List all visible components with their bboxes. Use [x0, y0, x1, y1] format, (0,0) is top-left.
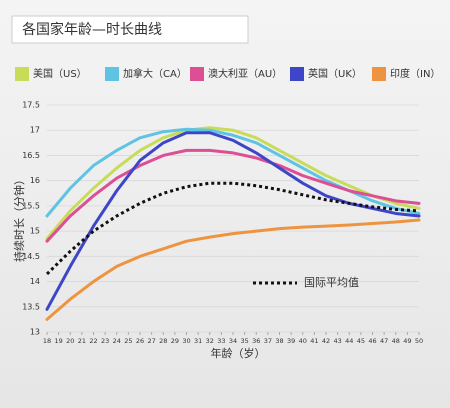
- legend-label: 印度（IN）: [390, 67, 440, 80]
- chart-title: 各国家年龄—时长曲线: [22, 21, 162, 38]
- legend-label: 英国（UK）: [308, 67, 362, 80]
- x-axis-label: 年龄（岁）: [211, 346, 266, 360]
- x-tick-label: 30: [182, 337, 190, 345]
- x-tick-label: 48: [392, 337, 400, 345]
- x-tick-label: 26: [136, 337, 144, 345]
- line-series: [45, 131, 421, 311]
- x-tick-label: 32: [206, 337, 214, 345]
- x-tick-label: 21: [78, 337, 86, 345]
- x-tick-label: 46: [368, 337, 376, 345]
- x-tick-label: 27: [147, 337, 155, 345]
- x-tick-label: 25: [124, 337, 132, 345]
- y-tick-label: 17: [30, 126, 40, 135]
- y-tick-label: 13: [30, 328, 40, 337]
- x-tick-label: 41: [310, 337, 318, 345]
- x-tick-label: 44: [345, 337, 353, 345]
- y-tick-label: 15: [30, 227, 40, 236]
- x-tick-label: 20: [66, 337, 74, 345]
- x-tick-label: 49: [403, 337, 411, 345]
- legend-swatch: [372, 67, 386, 81]
- x-tick-label: 35: [240, 337, 248, 345]
- legend-swatch: [105, 67, 119, 81]
- x-tick-label: 19: [54, 337, 62, 345]
- line-series: [45, 218, 421, 321]
- legend-swatch: [15, 67, 29, 81]
- x-tick-label: 34: [229, 337, 237, 345]
- x-tick-label: 50: [415, 337, 423, 345]
- y-tick-label: 16.5: [22, 151, 40, 160]
- line-series: [45, 148, 421, 243]
- x-tick-label: 37: [264, 337, 272, 345]
- x-tick-label: 47: [380, 337, 388, 345]
- y-tick-label: 14: [30, 277, 40, 286]
- legend-label: 美国（US）: [33, 67, 87, 80]
- y-tick-label: 13.5: [22, 302, 40, 311]
- y-axis-label: 持续时长（分钟）: [12, 174, 26, 262]
- y-tick-label: 16: [30, 176, 40, 185]
- x-tick-label: 28: [159, 337, 167, 345]
- x-tick-label: 42: [322, 337, 330, 345]
- x-tick-label: 18: [43, 337, 51, 345]
- x-tick-label: 22: [89, 337, 97, 345]
- legend-label: 国际平均值: [304, 276, 359, 289]
- y-tick-label: 17.5: [22, 101, 40, 110]
- title-box: [11, 15, 249, 44]
- legend-label: 加拿大（CA）: [123, 67, 187, 80]
- x-tick-label: 45: [357, 337, 365, 345]
- y-tick-label: 15.5: [22, 201, 40, 210]
- legend-label: 澳大利亚（AU）: [208, 67, 282, 80]
- x-tick-label: 33: [217, 337, 225, 345]
- legend-swatch: [290, 67, 304, 81]
- x-tick-label: 23: [101, 337, 109, 345]
- line-series: [45, 126, 421, 241]
- line-series: [45, 127, 421, 218]
- x-tick-label: 43: [333, 337, 341, 345]
- x-tick-label: 36: [252, 337, 260, 345]
- y-tick-label: 14.5: [22, 252, 40, 261]
- x-tick-label: 38: [275, 337, 283, 345]
- x-tick-label: 31: [194, 337, 202, 345]
- legend-swatch: [190, 67, 204, 81]
- x-tick-label: 39: [287, 337, 295, 345]
- x-tick-label: 40: [299, 337, 307, 345]
- x-tick-label: 24: [113, 337, 121, 345]
- x-tick-label: 29: [171, 337, 179, 345]
